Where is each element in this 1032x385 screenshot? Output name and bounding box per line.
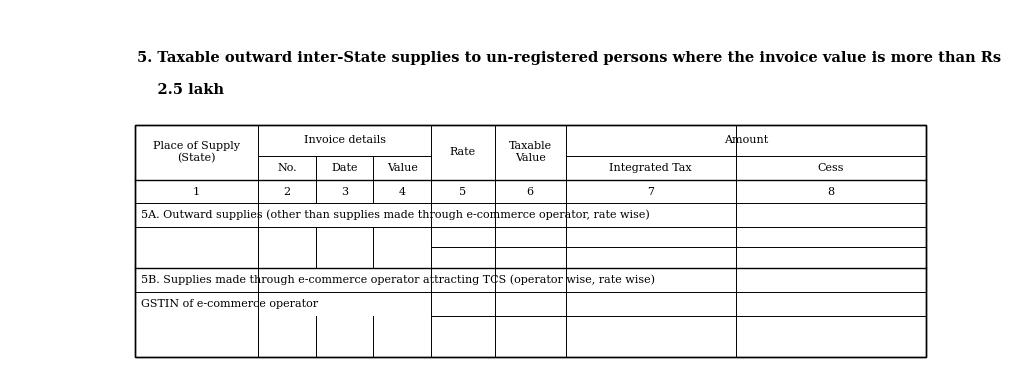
Text: Invoice details: Invoice details xyxy=(303,135,386,145)
Text: 5: 5 xyxy=(459,187,466,197)
Text: 5. Taxable outward inter-State supplies to un-registered persons where the invoi: 5. Taxable outward inter-State supplies … xyxy=(137,51,1001,65)
Text: Cess: Cess xyxy=(817,163,844,173)
Text: Integrated Tax: Integrated Tax xyxy=(610,163,692,173)
Bar xyxy=(135,125,927,357)
Text: 4: 4 xyxy=(398,187,406,197)
Text: 6: 6 xyxy=(526,187,534,197)
Text: Rate: Rate xyxy=(450,147,476,157)
Text: Taxable: Taxable xyxy=(509,141,552,151)
Text: 7: 7 xyxy=(647,187,654,197)
Text: 8: 8 xyxy=(828,187,835,197)
Text: 2.5 lakh: 2.5 lakh xyxy=(137,83,224,97)
Text: (State): (State) xyxy=(178,153,216,163)
Text: 1: 1 xyxy=(193,187,200,197)
Text: GSTIN of e-commerce operator: GSTIN of e-commerce operator xyxy=(141,299,318,309)
Text: Value: Value xyxy=(387,163,418,173)
Text: 5B. Supplies made through e-commerce operator attracting TCS (operator wise, rat: 5B. Supplies made through e-commerce ope… xyxy=(141,275,655,285)
Text: Value: Value xyxy=(515,153,546,163)
Text: 2: 2 xyxy=(284,187,290,197)
Text: 5A. Outward supplies (other than supplies made through e-commerce operator, rate: 5A. Outward supplies (other than supplie… xyxy=(141,210,650,221)
Text: Place of Supply: Place of Supply xyxy=(153,141,240,151)
Text: Amount: Amount xyxy=(723,135,768,145)
Text: Date: Date xyxy=(331,163,358,173)
Text: 3: 3 xyxy=(341,187,348,197)
Bar xyxy=(135,125,927,357)
Text: No.: No. xyxy=(277,163,296,173)
